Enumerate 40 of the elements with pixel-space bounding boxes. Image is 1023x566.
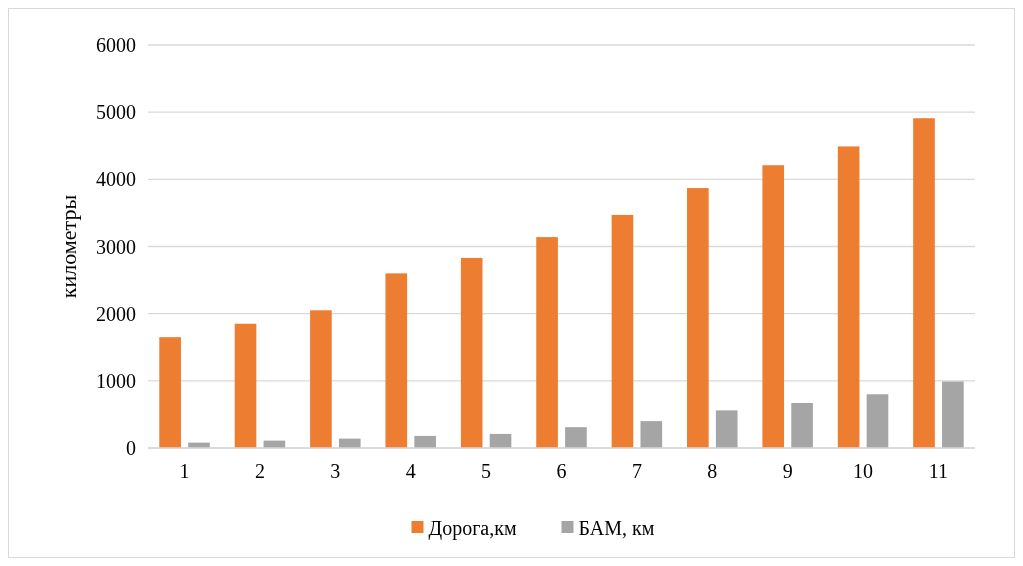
bar bbox=[687, 188, 709, 448]
bar bbox=[385, 273, 408, 448]
bar bbox=[762, 165, 785, 448]
bar bbox=[565, 427, 587, 448]
bar bbox=[536, 237, 558, 448]
x-tick-label: 2 bbox=[254, 460, 265, 482]
y-tick-label: 5000 bbox=[96, 101, 136, 124]
x-tick-label: 1 bbox=[179, 460, 190, 482]
x-tick-label: 8 bbox=[707, 460, 718, 482]
bar bbox=[159, 337, 181, 448]
y-axis-title: километры bbox=[56, 194, 81, 299]
bar bbox=[460, 257, 483, 448]
bar bbox=[489, 433, 512, 448]
bar bbox=[414, 435, 436, 448]
bar bbox=[913, 118, 935, 448]
bar bbox=[310, 310, 332, 448]
legend-label: БАМ, км bbox=[578, 517, 655, 539]
bar bbox=[942, 381, 964, 448]
x-tick-label: 10 bbox=[853, 460, 874, 482]
bar bbox=[640, 421, 663, 448]
bar bbox=[611, 214, 634, 448]
bar bbox=[791, 403, 813, 448]
bar bbox=[837, 146, 860, 448]
bar bbox=[866, 394, 889, 448]
legend-label: Дорога,км bbox=[428, 517, 517, 540]
y-tick-label: 6000 bbox=[96, 34, 136, 56]
y-tick-label: 2000 bbox=[96, 302, 136, 325]
y-tick-label: 1000 bbox=[96, 369, 136, 392]
x-tick-label: 3 bbox=[330, 460, 341, 482]
y-tick-label: 4000 bbox=[96, 168, 136, 191]
bar bbox=[234, 323, 257, 448]
bar bbox=[715, 410, 738, 448]
y-tick-label: 3000 bbox=[96, 235, 136, 258]
x-tick-label: 11 bbox=[928, 460, 949, 482]
x-tick-label: 4 bbox=[405, 460, 416, 482]
x-tick-label: 6 bbox=[556, 460, 567, 482]
x-tick-label: 5 bbox=[481, 460, 492, 482]
y-tick-label: 0 bbox=[126, 437, 136, 459]
x-tick-label: 9 bbox=[782, 460, 793, 482]
x-tick-label: 7 bbox=[631, 460, 642, 482]
